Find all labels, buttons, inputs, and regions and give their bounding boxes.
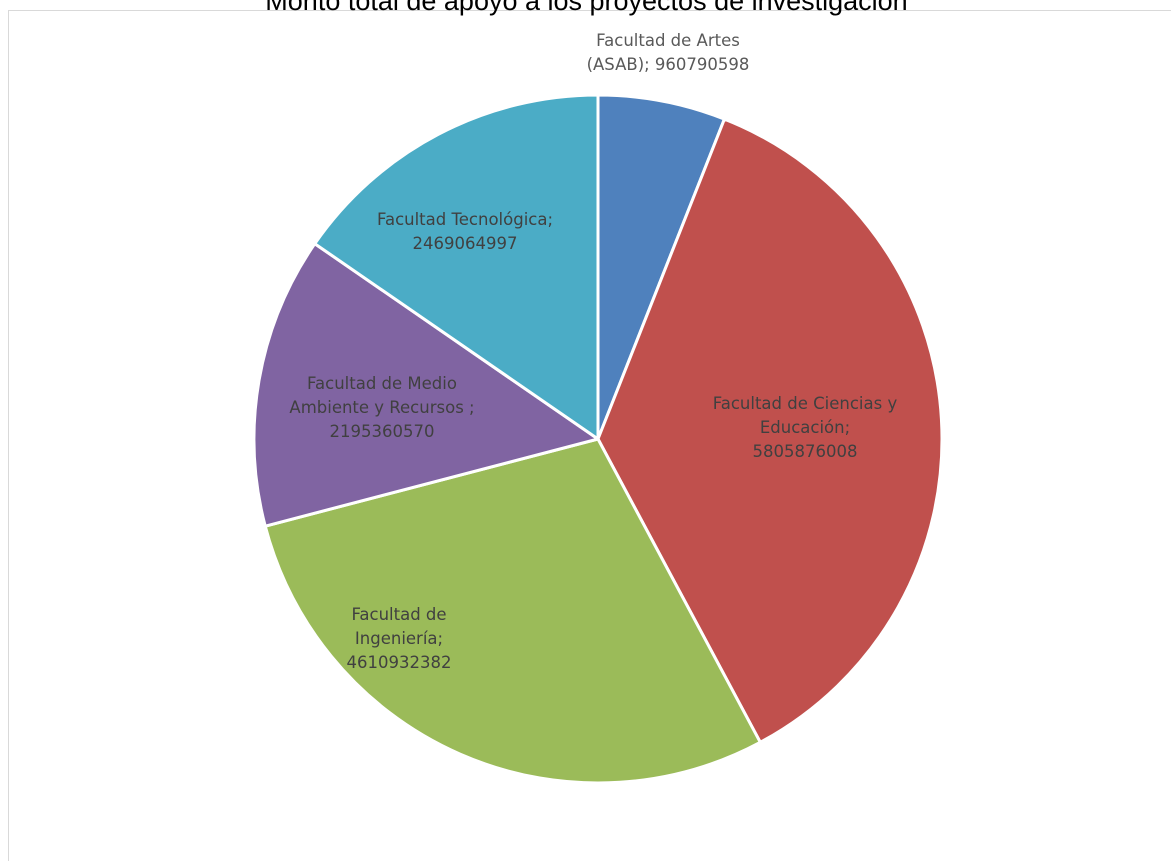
slices-layer bbox=[252, 93, 944, 785]
slice-label-4: Facultad de Medio Ambiente y Recursos ; 21… bbox=[289, 374, 474, 441]
pie-slice-5 bbox=[313, 93, 600, 441]
pie-slice-4 bbox=[252, 242, 600, 528]
slice-label-1: Facultad de Artes (ASAB); 960790598 bbox=[587, 31, 750, 74]
slice-label-2: Facultad de Ciencias y Educación; 58058760… bbox=[713, 394, 898, 461]
slice-label-5: Facultad Tecnológica; 2469064997 bbox=[377, 210, 553, 253]
chart-title: Monto total de apoyo a los proyectos de … bbox=[265, 0, 908, 16]
chart-frame bbox=[8, 10, 1171, 861]
slice-label-3: Facultad de Ingeniería; 4610932382 bbox=[347, 605, 452, 672]
pie-slice-1 bbox=[596, 93, 726, 441]
pie-slice-2 bbox=[596, 117, 944, 744]
labels-layer: Facultad de Artes (ASAB); 960790598 Facult… bbox=[289, 31, 897, 672]
pie-slice-3 bbox=[263, 437, 762, 785]
